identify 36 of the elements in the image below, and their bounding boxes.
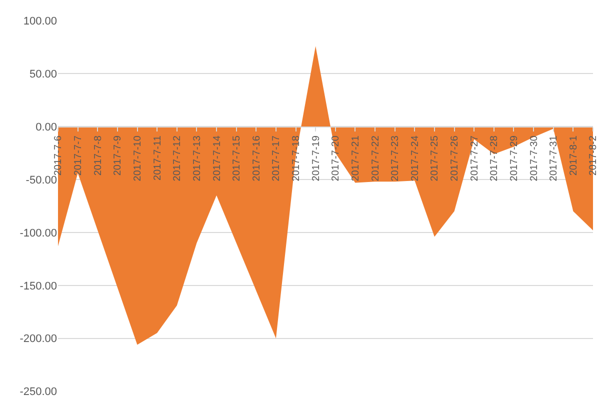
x-tick-label: 2017-7-22 bbox=[370, 135, 382, 182]
y-tick-label: -50.00 bbox=[26, 174, 57, 186]
x-tick-label: 2017-7-12 bbox=[172, 135, 184, 182]
y-tick-label: 100.00 bbox=[23, 16, 57, 28]
x-tick-label: 2017-7-8 bbox=[92, 135, 104, 176]
x-tick-label: 2017-7-28 bbox=[489, 135, 500, 182]
x-tick-label: 2017-8-1 bbox=[568, 135, 580, 176]
x-tick-label: 2017-7-23 bbox=[390, 135, 402, 182]
x-tick-label: 2017-7-26 bbox=[450, 135, 461, 182]
x-tick-label: 2017-7-31 bbox=[548, 135, 560, 182]
y-tick-label: 50.00 bbox=[29, 68, 57, 81]
y-tick-label: -150.00 bbox=[20, 280, 57, 292]
x-tick-label: 2017-7-7 bbox=[73, 135, 84, 176]
y-tick-label: -100.00 bbox=[20, 227, 57, 240]
x-tick-label: 2017-7-24 bbox=[410, 135, 421, 182]
x-tick-label: 2017-7-11 bbox=[152, 135, 164, 180]
x-tick-label: 2017-8-2 bbox=[588, 135, 600, 176]
x-tick-label: 2017-7-16 bbox=[251, 135, 262, 182]
x-tick-label: 2017-7-20 bbox=[330, 135, 342, 182]
y-tick-label: -200.00 bbox=[20, 333, 57, 346]
x-tick-label: 2017-7-9 bbox=[112, 135, 124, 176]
x-tick-label: 2017-7-15 bbox=[232, 135, 243, 182]
x-tick-label: 2017-7-13 bbox=[192, 135, 203, 182]
x-tick-label: 2017-7-19 bbox=[310, 135, 322, 182]
y-tick-label: 0.00 bbox=[36, 121, 57, 134]
y-tick-label: -250.00 bbox=[20, 386, 57, 398]
x-tick-label: 2017-7-29 bbox=[508, 135, 520, 182]
x-tick-label: 2017-7-18 bbox=[291, 135, 302, 182]
x-tick-label: 2017-7-6 bbox=[53, 135, 64, 176]
x-tick-label: 2017-7-25 bbox=[430, 135, 441, 182]
x-tick-label: 2017-7-10 bbox=[132, 135, 144, 182]
x-tick-label: 2017-7-21 bbox=[350, 135, 362, 182]
x-tick-label: 2017-7-14 bbox=[212, 135, 223, 182]
x-tick-label: 2017-7-30 bbox=[528, 135, 540, 182]
x-tick-label: 2017-7-27 bbox=[469, 135, 480, 182]
x-tick-label: 2017-7-17 bbox=[271, 135, 282, 182]
